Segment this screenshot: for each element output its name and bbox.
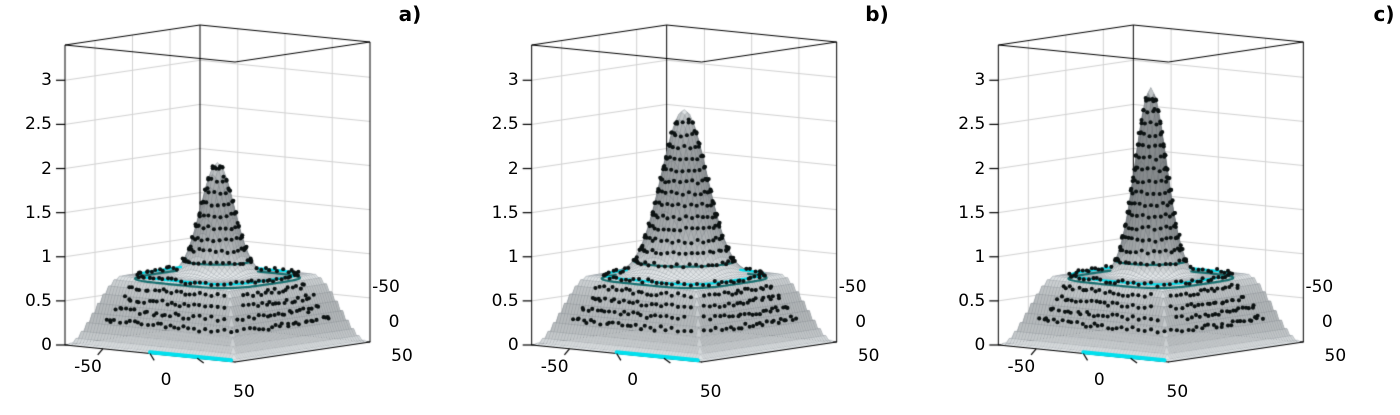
three-panel-3d-density-figure: a) b) c) 0 0.5 1 1.5 2 2.5 3 -50 0 50 -50 0 50 0 0.5 1 1… (0, 0, 1400, 415)
surface-plot-canvas (0, 0, 1400, 415)
